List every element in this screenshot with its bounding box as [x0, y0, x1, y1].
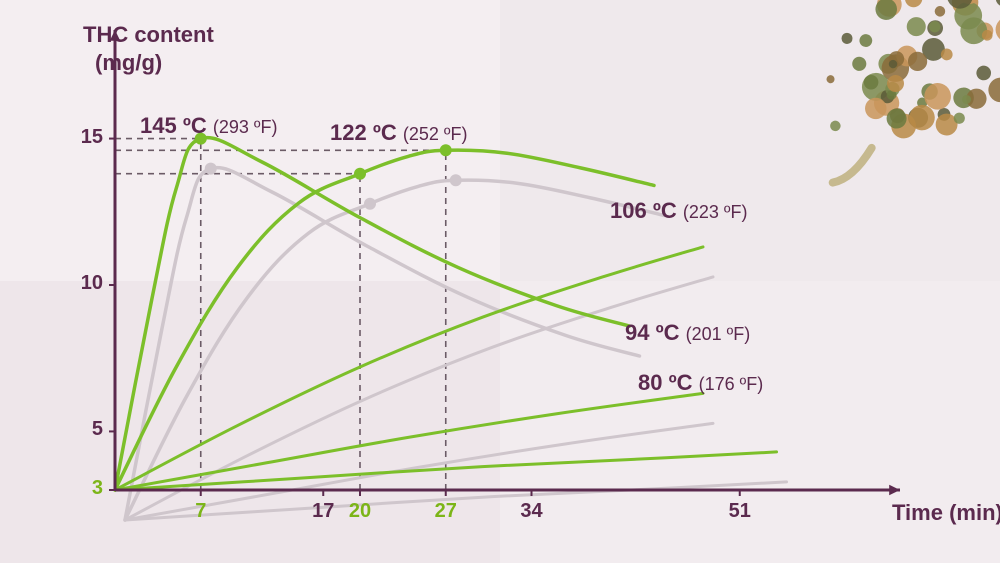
x-tick-label: 27 — [431, 500, 461, 523]
x-tick-label: 51 — [725, 500, 755, 523]
series-label-t106: 106 ºC (223 ºF) — [610, 198, 747, 224]
series-label-main: 80 ºC — [638, 370, 693, 395]
series-label-main: 145 ºC — [140, 113, 207, 138]
y-tick-label: 5 — [92, 418, 103, 441]
marker-shadow — [364, 198, 376, 210]
y-tick-label: 10 — [81, 272, 103, 295]
marker-shadow — [205, 163, 217, 175]
series-marker — [354, 168, 366, 180]
series-marker — [440, 144, 452, 156]
series-shadow — [125, 180, 664, 520]
x-axis-title: Time (min) — [892, 500, 1000, 526]
x-tick-label: 20 — [345, 500, 375, 523]
y-axis-unit: (mg/g) — [95, 50, 162, 76]
x-axis-arrow — [889, 485, 900, 495]
series-label-main: 94 ºC — [625, 320, 680, 345]
series-label-main: 122 ºC — [330, 120, 397, 145]
series-label-t94: 94 ºC (201 ºF) — [625, 320, 750, 346]
chart-canvas: THC content(mg/g) Time (min) 3 5 10 15 7 17 20 27… — [0, 0, 1000, 563]
series-label-sub: (176 ºF) — [699, 374, 764, 394]
x-tick-label: 7 — [186, 500, 216, 523]
chart-svg — [0, 0, 1000, 563]
marker-shadow — [450, 174, 462, 186]
series-label-t80: 80 ºC (176 ºF) — [638, 370, 763, 396]
x-tick-label: 34 — [517, 500, 547, 523]
series-shadow — [125, 168, 640, 520]
series-label-sub: (201 ºF) — [686, 324, 751, 344]
series-label-sub: (252 ºF) — [403, 124, 468, 144]
corner-photo-placeholder — [769, 0, 1000, 188]
y-tick-label: 15 — [81, 126, 103, 149]
y-axis-title: THC content — [83, 22, 214, 48]
y-tick-label: 3 — [92, 477, 103, 500]
series-label-sub: (293 ºF) — [213, 117, 278, 137]
series-label-t122: 122 ºC (252 ºF) — [330, 120, 467, 146]
series-label-sub: (223 ºF) — [683, 202, 748, 222]
series-label-main: 106 ºC — [610, 198, 677, 223]
x-tick-label: 17 — [308, 500, 338, 523]
series-label-t145: 145 ºC (293 ºF) — [140, 113, 277, 139]
